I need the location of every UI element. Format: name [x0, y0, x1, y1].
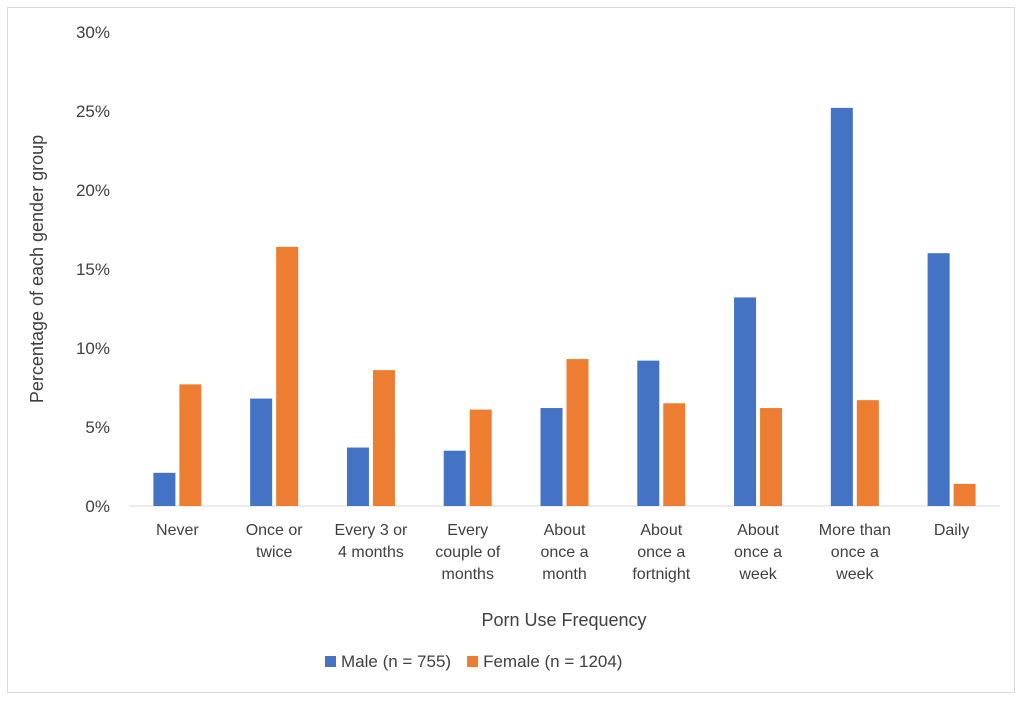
legend-label: Male (n = 755)	[341, 652, 451, 671]
x-tick-label: About once a month	[540, 522, 588, 583]
x-tick-label: Every couple of months	[435, 522, 500, 583]
y-axis-title: Percentage of each gender group	[27, 135, 47, 403]
bar-male	[346, 447, 369, 506]
y-tick-label: 30%	[76, 23, 110, 42]
y-tick-label: 10%	[76, 339, 110, 358]
x-axis-title: Porn Use Frequency	[481, 610, 646, 630]
x-tick-label: Never	[156, 522, 199, 539]
bar-male	[250, 398, 273, 506]
bar-female	[372, 370, 395, 506]
chart-frame	[7, 7, 1015, 693]
x-tick-label: Daily	[934, 522, 970, 539]
x-tick-label: Once or twice	[246, 522, 304, 561]
x-tick-label: More than once a week	[819, 522, 891, 583]
y-tick-label: 0%	[85, 497, 110, 516]
bar-male	[830, 107, 853, 506]
y-tick-label: 25%	[76, 102, 110, 121]
x-tick-label: About once a week	[734, 522, 782, 583]
x-tick-label: Every 3 or 4 months	[334, 522, 408, 561]
bar-female	[760, 408, 783, 506]
bar-female	[566, 359, 589, 506]
y-tick-label: 5%	[85, 418, 110, 437]
legend-swatch-male	[325, 656, 336, 667]
bar-male	[540, 408, 563, 506]
bar-female	[856, 400, 879, 506]
bar-female	[469, 409, 492, 506]
bar-female	[953, 483, 976, 506]
bar-male	[637, 360, 660, 506]
legend-swatch-female	[467, 656, 479, 667]
bar-female	[663, 403, 686, 506]
bar-male	[734, 297, 757, 506]
x-tick-label: About once a fortnight	[632, 522, 690, 583]
bar-female	[179, 384, 202, 506]
legend-label: Female (n = 1204)	[483, 652, 622, 671]
bar-male	[927, 253, 950, 506]
bar-male	[153, 472, 176, 506]
bar-female	[276, 246, 299, 506]
bar-male	[443, 450, 466, 506]
y-tick-label: 15%	[76, 260, 110, 279]
y-tick-label: 20%	[76, 181, 110, 200]
